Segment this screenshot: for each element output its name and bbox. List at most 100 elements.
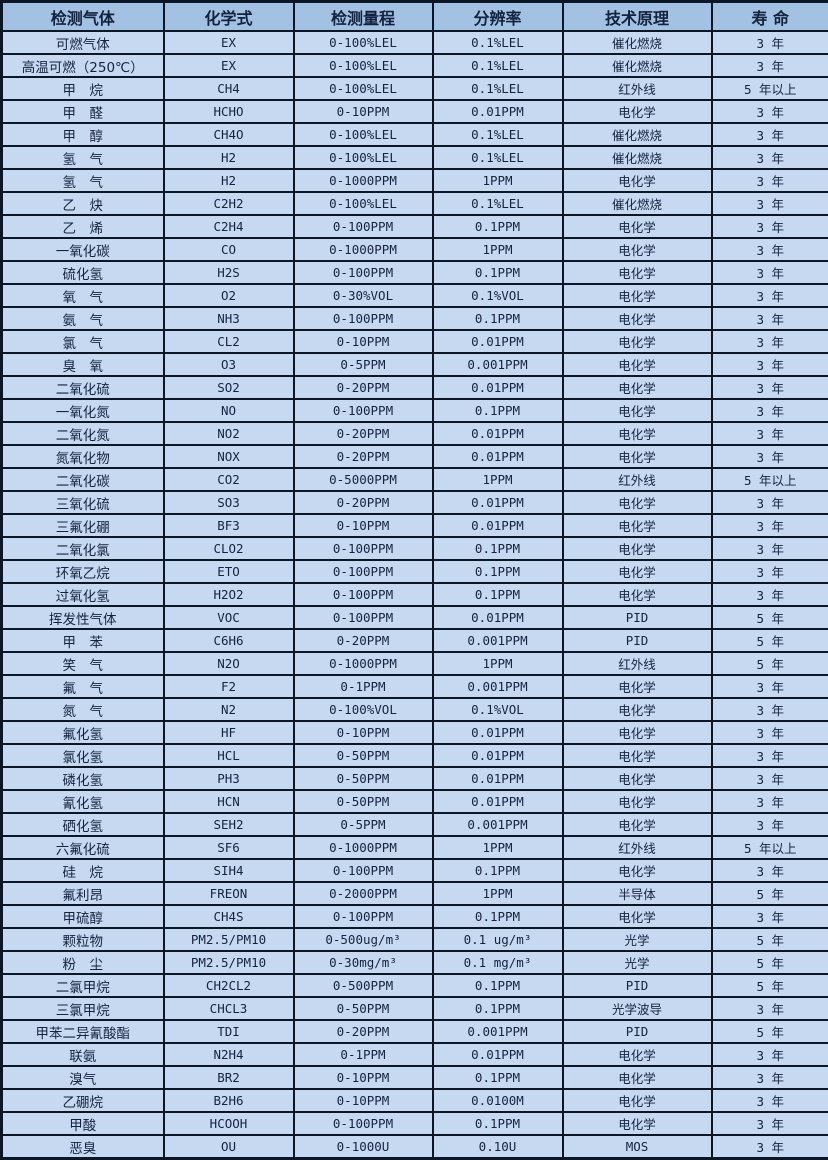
cell-resolution: 0.1 mg/m³ [433, 951, 563, 974]
cell-gas-name: 三氧化硫 [2, 491, 164, 514]
cell-resolution: 0.1PPM [433, 1066, 563, 1089]
cell-detection-range: 0-1000PPM [294, 238, 433, 261]
cell-lifespan: 5 年 [712, 1020, 828, 1043]
cell-resolution: 0.01PPM [433, 100, 563, 123]
cell-chemical-formula: H2 [164, 146, 294, 169]
cell-resolution: 0.01PPM [433, 606, 563, 629]
cell-resolution: 0.0100M [433, 1089, 563, 1112]
cell-lifespan: 3 年 [712, 583, 828, 606]
cell-lifespan: 5 年 [712, 928, 828, 951]
cell-technology-principle: 电化学 [563, 1043, 712, 1066]
cell-detection-range: 0-100PPM [294, 537, 433, 560]
cell-technology-principle: 电化学 [563, 721, 712, 744]
cell-detection-range: 0-20PPM [294, 1020, 433, 1043]
cell-resolution: 0.1%LEL [433, 54, 563, 77]
cell-gas-name: 氮 气 [2, 698, 164, 721]
cell-gas-name: 硫化氢 [2, 261, 164, 284]
cell-resolution: 0.1PPM [433, 1112, 563, 1135]
cell-detection-range: 0-50PPM [294, 767, 433, 790]
cell-chemical-formula: SO3 [164, 491, 294, 514]
cell-detection-range: 0-100%VOL [294, 698, 433, 721]
cell-gas-name: 二氧化氯 [2, 537, 164, 560]
cell-resolution: 0.1 ug/m³ [433, 928, 563, 951]
cell-resolution: 0.001PPM [433, 1020, 563, 1043]
cell-chemical-formula: OU [164, 1135, 294, 1159]
cell-chemical-formula: NOX [164, 445, 294, 468]
cell-lifespan: 3 年 [712, 997, 828, 1020]
cell-resolution: 0.1PPM [433, 537, 563, 560]
cell-lifespan: 3 年 [712, 790, 828, 813]
cell-resolution: 1PPM [433, 468, 563, 491]
cell-lifespan: 3 年 [712, 445, 828, 468]
cell-lifespan: 3 年 [712, 698, 828, 721]
cell-technology-principle: PID [563, 606, 712, 629]
cell-lifespan: 3 年 [712, 238, 828, 261]
cell-detection-range: 0-10PPM [294, 1066, 433, 1089]
cell-technology-principle: 电化学 [563, 583, 712, 606]
cell-lifespan: 3 年 [712, 1135, 828, 1159]
cell-lifespan: 3 年 [712, 376, 828, 399]
cell-gas-name: 可燃气体 [2, 31, 164, 54]
cell-chemical-formula: SIH4 [164, 859, 294, 882]
cell-gas-name: 恶臭 [2, 1135, 164, 1159]
cell-technology-principle: 电化学 [563, 1089, 712, 1112]
cell-resolution: 0.1PPM [433, 905, 563, 928]
cell-lifespan: 3 年 [712, 491, 828, 514]
cell-technology-principle: 电化学 [563, 399, 712, 422]
cell-technology-principle: 电化学 [563, 675, 712, 698]
cell-technology-principle: 电化学 [563, 1112, 712, 1135]
cell-technology-principle: 电化学 [563, 744, 712, 767]
cell-resolution: 0.01PPM [433, 422, 563, 445]
cell-detection-range: 0-10PPM [294, 1089, 433, 1112]
cell-detection-range: 0-100PPM [294, 307, 433, 330]
cell-resolution: 1PPM [433, 836, 563, 859]
cell-lifespan: 3 年 [712, 675, 828, 698]
cell-detection-range: 0-1000U [294, 1135, 433, 1159]
cell-detection-range: 0-100%LEL [294, 146, 433, 169]
cell-lifespan: 3 年 [712, 192, 828, 215]
cell-chemical-formula: BF3 [164, 514, 294, 537]
cell-technology-principle: 光学 [563, 928, 712, 951]
cell-resolution: 0.1PPM [433, 583, 563, 606]
cell-resolution: 0.01PPM [433, 767, 563, 790]
cell-chemical-formula: FREON [164, 882, 294, 905]
cell-gas-name: 甲酸 [2, 1112, 164, 1135]
cell-technology-principle: 电化学 [563, 514, 712, 537]
cell-chemical-formula: EX [164, 31, 294, 54]
column-header-resolution: 分辨率 [433, 2, 563, 32]
cell-chemical-formula: CL2 [164, 330, 294, 353]
cell-detection-range: 0-100PPM [294, 1112, 433, 1135]
cell-resolution: 0.1%LEL [433, 192, 563, 215]
cell-resolution: 0.001PPM [433, 353, 563, 376]
cell-technology-principle: 电化学 [563, 169, 712, 192]
cell-chemical-formula: F2 [164, 675, 294, 698]
cell-lifespan: 3 年 [712, 261, 828, 284]
cell-technology-principle: 电化学 [563, 537, 712, 560]
cell-technology-principle: 光学波导 [563, 997, 712, 1020]
cell-chemical-formula: N2O [164, 652, 294, 675]
cell-technology-principle: 电化学 [563, 215, 712, 238]
cell-gas-name: 氨 气 [2, 307, 164, 330]
cell-chemical-formula: O2 [164, 284, 294, 307]
cell-gas-name: 挥发性气体 [2, 606, 164, 629]
cell-technology-principle: 电化学 [563, 376, 712, 399]
cell-gas-name: 二氧化碳 [2, 468, 164, 491]
cell-gas-name: 乙 烯 [2, 215, 164, 238]
cell-technology-principle: 电化学 [563, 422, 712, 445]
cell-lifespan: 3 年 [712, 560, 828, 583]
cell-chemical-formula: PH3 [164, 767, 294, 790]
cell-gas-name: 联氨 [2, 1043, 164, 1066]
